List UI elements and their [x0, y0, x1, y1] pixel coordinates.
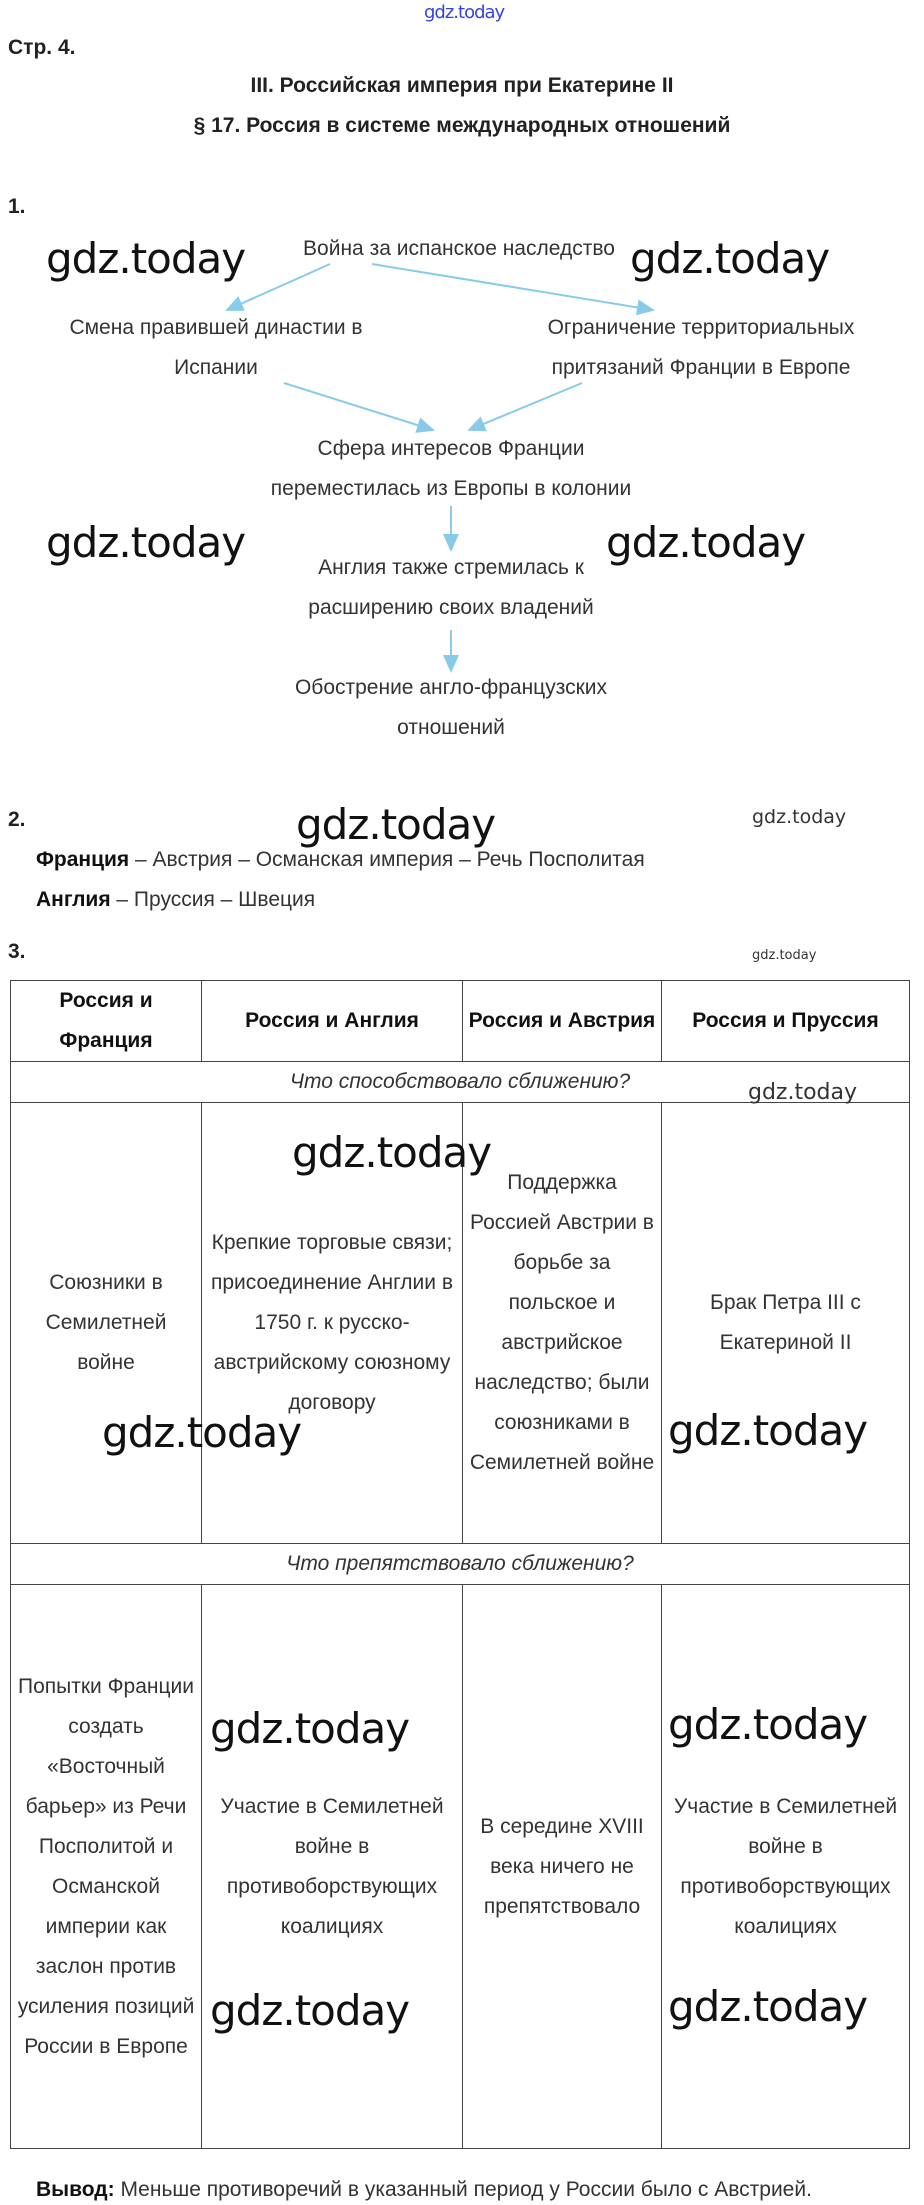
section-row: Что препятствовало сближению?: [10, 1543, 910, 1585]
task2-line2: Англия – Пруссия – Швеция: [36, 888, 315, 912]
arrow: [371, 263, 655, 316]
watermark: gdz.today: [752, 948, 817, 963]
task3-number: 3.: [8, 940, 26, 963]
arrow: [225, 263, 331, 311]
node-text: расширению своих владений: [308, 596, 594, 619]
node-text: Обострение англо-французских: [294, 676, 608, 699]
watermark: gdz.today: [668, 1982, 868, 2031]
arrow: [283, 382, 435, 433]
bold-term: Англия: [36, 888, 111, 911]
node-england: Англия также стремилась к расширению свои…: [241, 548, 661, 628]
watermark-top: gdz.today: [424, 2, 505, 23]
table-cell: Крепкие торговые связи; присоединение Ан…: [201, 1102, 463, 1544]
table-cell: Участие в Семилетней войне в противоборс…: [661, 1584, 910, 2149]
node-text: притязаний Франции в Европе: [551, 356, 851, 379]
node-text: Ограничение территориальных: [547, 316, 855, 339]
node-text: Англия также стремилась к: [318, 556, 584, 579]
table-row: Попытки Франции создать «Восточный барье…: [10, 1584, 910, 2149]
node-text: отношений: [397, 716, 505, 739]
watermark: gdz.today: [210, 1986, 410, 2035]
node-root: Война за испанское наследство: [303, 237, 615, 260]
table-cell: Участие в Семилетней войне в противоборс…: [201, 1584, 463, 2149]
arrow: [467, 382, 583, 432]
watermark: gdz.today: [102, 1408, 302, 1457]
watermark: gdz.today: [748, 1080, 858, 1105]
bold-term: Франция: [36, 848, 130, 871]
header-cell: Россия и Австрия: [462, 980, 662, 1062]
node-mid: Сфера интересов Франции переместилась из …: [241, 429, 661, 509]
paragraph-title: § 17. Россия в системе международных отн…: [193, 114, 731, 137]
table-cell: Брак Петра III с Екатериной II: [661, 1102, 910, 1544]
section-cell: Что препятствовало сближению?: [10, 1543, 910, 1585]
conclusion-label: Вывод:: [36, 2178, 115, 2201]
table-cell: Попытки Франции создать «Восточный барье…: [10, 1584, 202, 2149]
watermark: gdz.today: [630, 234, 830, 283]
node-left: Смена правившей династии в Испании: [16, 308, 416, 388]
table-row: Союзники в Семилетней войне Крепкие торг…: [10, 1102, 910, 1544]
table-cell: В середине XVIII века ничего не препятст…: [462, 1584, 662, 2149]
watermark: gdz.today: [210, 1704, 410, 1753]
watermark: gdz.today: [668, 1406, 868, 1455]
node-text: Испании: [174, 356, 258, 379]
node-text: Смена правившей династии в: [69, 316, 363, 339]
header-row: Россия и Франция Россия и Англия Россия …: [10, 980, 910, 1062]
diagram-arrows: [225, 263, 655, 673]
comparison-table: Россия и Франция Россия и Англия Россия …: [10, 980, 910, 2149]
header-cell: Россия и Англия: [201, 980, 463, 1062]
chapter-title: III. Российская империя при Екатерине II: [250, 74, 674, 97]
node-last: Обострение англо-французских отношений: [241, 668, 661, 748]
conclusion-text: Меньше противоречий в указанный период у…: [114, 2178, 812, 2201]
conclusion: Вывод: Меньше противоречий в указанный п…: [36, 2178, 812, 2202]
table-cell: Поддержка Россией Австрии в борьбе за по…: [462, 1102, 662, 1544]
watermark: gdz.today: [296, 800, 496, 849]
header-cell: Россия и Франция: [10, 980, 202, 1062]
node-text: Сфера интересов Франции: [317, 437, 585, 460]
page-label: Стр. 4.: [8, 36, 76, 59]
watermark: gdz.today: [606, 518, 806, 567]
table-cell: Союзники в Семилетней войне: [10, 1102, 202, 1544]
watermark: gdz.today: [752, 806, 847, 828]
task2-line1: Франция – Австрия – Османская империя – …: [36, 848, 645, 872]
watermark: gdz.today: [668, 1700, 868, 1749]
watermark: gdz.today: [292, 1128, 492, 1177]
task2-number: 2.: [8, 808, 26, 831]
watermark: gdz.today: [46, 518, 246, 567]
task1-number: 1.: [8, 195, 26, 218]
node-text: переместилась из Европы в колонии: [270, 477, 632, 500]
text: – Пруссия – Швеция: [110, 888, 316, 911]
text: – Австрия – Османская империя – Речь Пос…: [129, 848, 645, 871]
header-cell: Россия и Пруссия: [661, 980, 910, 1062]
node-right: Ограничение территориальных притязаний Фр…: [501, 308, 901, 388]
watermark: gdz.today: [46, 234, 246, 283]
